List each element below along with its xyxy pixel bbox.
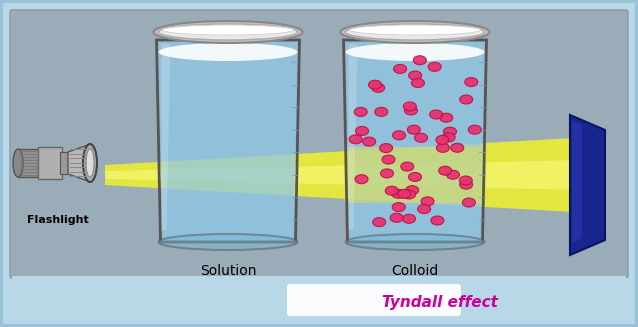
Ellipse shape bbox=[460, 95, 473, 104]
Polygon shape bbox=[158, 42, 297, 240]
Ellipse shape bbox=[464, 77, 478, 87]
Ellipse shape bbox=[459, 176, 472, 185]
Ellipse shape bbox=[397, 189, 411, 198]
Ellipse shape bbox=[459, 180, 473, 189]
Bar bbox=[60, 152, 70, 174]
Ellipse shape bbox=[392, 203, 405, 212]
Ellipse shape bbox=[163, 25, 293, 35]
Ellipse shape bbox=[428, 62, 441, 71]
Ellipse shape bbox=[429, 110, 443, 119]
Ellipse shape bbox=[385, 186, 398, 195]
Ellipse shape bbox=[355, 127, 369, 135]
Ellipse shape bbox=[362, 137, 376, 146]
Ellipse shape bbox=[431, 216, 444, 225]
Ellipse shape bbox=[158, 24, 297, 40]
Ellipse shape bbox=[382, 155, 395, 164]
Ellipse shape bbox=[346, 43, 484, 61]
Text: Flashlight: Flashlight bbox=[27, 215, 89, 225]
Ellipse shape bbox=[355, 175, 368, 184]
Ellipse shape bbox=[403, 190, 415, 199]
Polygon shape bbox=[161, 44, 170, 230]
Ellipse shape bbox=[350, 25, 480, 35]
Ellipse shape bbox=[415, 133, 427, 142]
Ellipse shape bbox=[158, 234, 297, 250]
Ellipse shape bbox=[341, 21, 489, 43]
Ellipse shape bbox=[439, 166, 452, 175]
Ellipse shape bbox=[440, 113, 453, 122]
Ellipse shape bbox=[436, 135, 449, 145]
Ellipse shape bbox=[380, 169, 394, 178]
Ellipse shape bbox=[86, 149, 94, 177]
Ellipse shape bbox=[409, 71, 422, 80]
Ellipse shape bbox=[158, 43, 297, 61]
Ellipse shape bbox=[375, 107, 388, 116]
Bar bbox=[12, 276, 626, 315]
Polygon shape bbox=[572, 120, 582, 243]
Ellipse shape bbox=[404, 106, 417, 115]
FancyBboxPatch shape bbox=[287, 284, 461, 316]
Text: Solution: Solution bbox=[200, 264, 256, 278]
Polygon shape bbox=[570, 115, 605, 255]
Ellipse shape bbox=[349, 135, 362, 144]
Ellipse shape bbox=[394, 64, 406, 74]
Ellipse shape bbox=[403, 102, 417, 111]
Ellipse shape bbox=[346, 24, 484, 40]
Ellipse shape bbox=[418, 205, 431, 214]
Ellipse shape bbox=[412, 78, 424, 88]
Ellipse shape bbox=[421, 197, 434, 206]
Ellipse shape bbox=[346, 234, 484, 250]
Bar bbox=[38, 147, 62, 179]
Ellipse shape bbox=[83, 144, 97, 182]
Ellipse shape bbox=[380, 144, 392, 153]
Polygon shape bbox=[346, 42, 484, 240]
Ellipse shape bbox=[442, 133, 455, 142]
Polygon shape bbox=[68, 145, 88, 181]
Ellipse shape bbox=[373, 217, 386, 227]
Ellipse shape bbox=[407, 125, 420, 134]
Ellipse shape bbox=[443, 127, 457, 136]
Ellipse shape bbox=[436, 143, 449, 152]
Ellipse shape bbox=[392, 131, 406, 140]
Ellipse shape bbox=[403, 214, 415, 223]
Text: Colloid: Colloid bbox=[391, 264, 439, 278]
Ellipse shape bbox=[371, 83, 385, 92]
Ellipse shape bbox=[468, 125, 481, 134]
Polygon shape bbox=[105, 137, 590, 213]
Ellipse shape bbox=[154, 21, 302, 43]
Ellipse shape bbox=[390, 213, 403, 222]
Ellipse shape bbox=[447, 170, 459, 179]
Ellipse shape bbox=[401, 162, 414, 171]
Ellipse shape bbox=[354, 107, 367, 116]
Text: Tyndall effect: Tyndall effect bbox=[382, 295, 498, 309]
Ellipse shape bbox=[463, 198, 475, 207]
Ellipse shape bbox=[408, 172, 422, 181]
Polygon shape bbox=[105, 160, 590, 190]
Ellipse shape bbox=[406, 186, 419, 195]
Ellipse shape bbox=[413, 56, 426, 65]
Ellipse shape bbox=[369, 80, 382, 89]
Ellipse shape bbox=[13, 149, 23, 177]
Bar bbox=[343, 147, 487, 203]
FancyBboxPatch shape bbox=[10, 10, 628, 278]
Ellipse shape bbox=[392, 189, 404, 198]
Bar bbox=[18, 149, 40, 177]
Ellipse shape bbox=[450, 143, 464, 152]
Polygon shape bbox=[348, 44, 357, 230]
